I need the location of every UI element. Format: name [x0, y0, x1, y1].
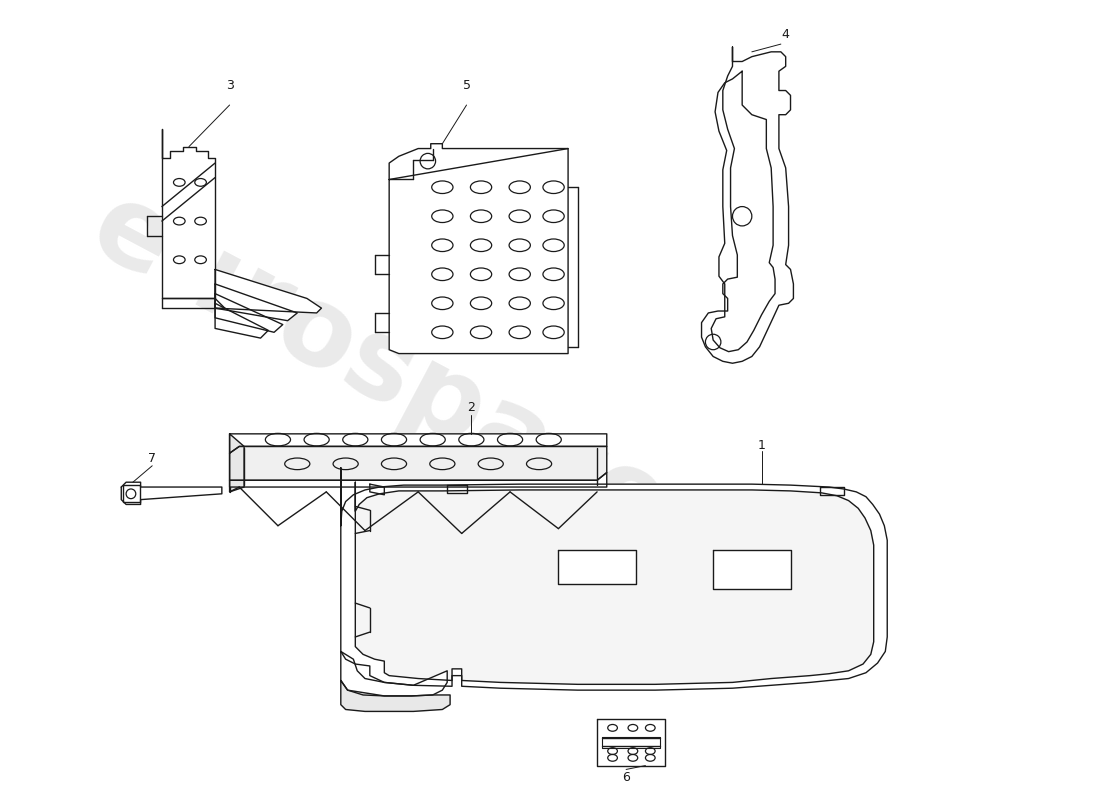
Polygon shape: [820, 487, 844, 494]
Polygon shape: [341, 681, 450, 711]
Polygon shape: [121, 482, 222, 505]
Polygon shape: [341, 468, 888, 690]
Polygon shape: [702, 47, 793, 363]
Polygon shape: [559, 550, 636, 584]
Polygon shape: [230, 434, 244, 492]
Text: 2: 2: [468, 402, 475, 414]
Polygon shape: [216, 284, 297, 321]
Polygon shape: [230, 434, 607, 453]
Text: 7: 7: [148, 451, 156, 465]
Polygon shape: [713, 550, 791, 589]
Text: 1: 1: [758, 439, 766, 452]
Polygon shape: [216, 294, 283, 332]
Polygon shape: [216, 270, 321, 313]
Text: eurospares: eurospares: [73, 172, 744, 597]
Polygon shape: [230, 446, 607, 480]
Text: a passion for parts since 1985: a passion for parts since 1985: [483, 444, 867, 666]
Polygon shape: [216, 303, 268, 338]
Polygon shape: [162, 130, 216, 298]
Text: 3: 3: [226, 79, 233, 92]
Polygon shape: [355, 482, 873, 684]
Polygon shape: [123, 485, 140, 502]
Polygon shape: [448, 485, 466, 493]
Polygon shape: [341, 651, 448, 696]
Polygon shape: [230, 473, 607, 487]
Text: 4: 4: [782, 28, 790, 41]
Polygon shape: [389, 149, 568, 354]
Polygon shape: [602, 737, 660, 748]
Text: 5: 5: [462, 79, 471, 92]
Polygon shape: [597, 719, 664, 766]
Polygon shape: [370, 484, 384, 494]
Text: 6: 6: [623, 770, 630, 784]
